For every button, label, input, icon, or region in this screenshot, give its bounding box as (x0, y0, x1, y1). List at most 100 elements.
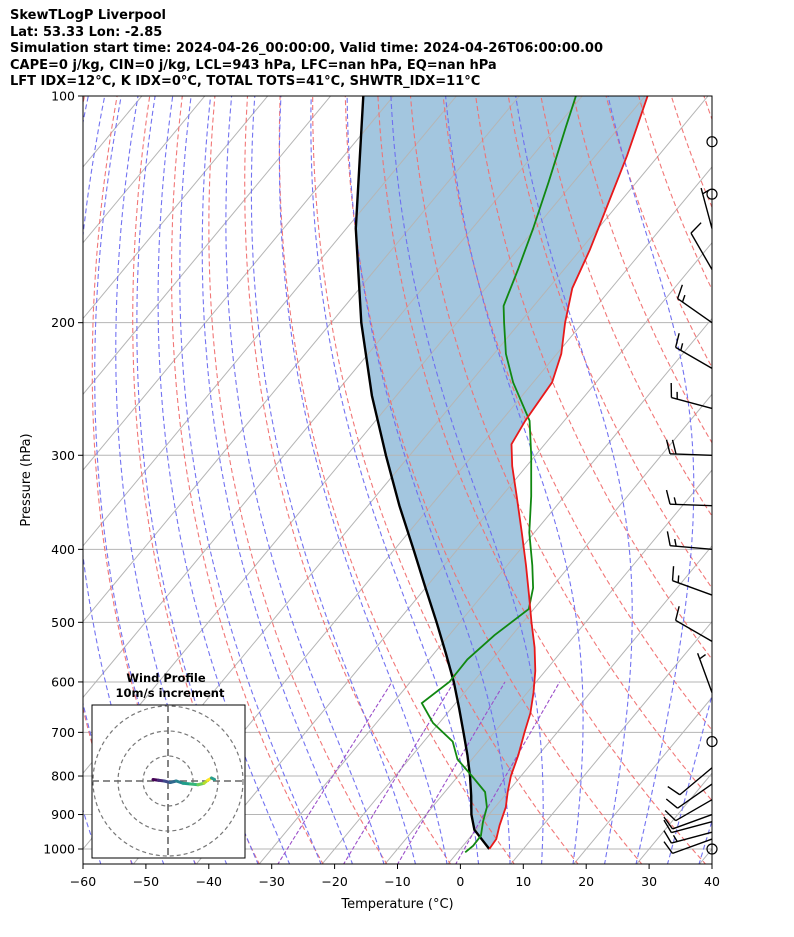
indices-line: LFT IDX=12°C, K IDX=0°C, TOTAL TOTS=41°C… (10, 74, 481, 89)
wind-barb-flag (665, 489, 671, 505)
moist-adiabat-line (83, 808, 102, 864)
wind-barb-flag (667, 786, 681, 796)
wind-barb-shaft (675, 346, 713, 369)
isotherm-line (447, 545, 712, 864)
x-tick-label: −10 (384, 874, 410, 889)
moist-adiabat-line (201, 96, 354, 864)
dry-adiabat-line (572, 96, 712, 444)
moist-adiabat-line (310, 96, 480, 864)
wind-barb (676, 284, 713, 324)
isotherm-line (749, 62, 794, 881)
dry-adiabat-line (278, 96, 515, 864)
isotherm-line (83, 96, 520, 623)
wind-barb (665, 439, 713, 456)
sounding-series (354, 96, 649, 853)
wind-barb-flag (666, 531, 671, 546)
wind-barb-flag (674, 606, 680, 621)
axes: −60 −50 −40 −30 −20 −10 0 10 20 30 40 100 200 300 400 5… (19, 89, 720, 913)
isotherm-line (83, 96, 395, 471)
dry-adiabat-line (244, 96, 452, 864)
mixing-ratio-line (277, 681, 393, 864)
wind-barb-flag (665, 798, 679, 809)
dry-adiabat-line (475, 96, 712, 661)
mixing-ratio-line (455, 681, 561, 864)
x-tick-label: 30 (641, 874, 657, 889)
dry-adiabat-line (171, 96, 324, 864)
wind-barb-shaft (671, 396, 713, 410)
wind-barb (663, 813, 713, 830)
dewpoint-line (420, 96, 577, 853)
wind-barb-shaft (672, 813, 713, 830)
temperature-line (488, 96, 649, 850)
mixing-ratio-lines (277, 681, 561, 864)
mixing-ratio-line (343, 681, 455, 864)
x-tick-label: 10 (515, 874, 531, 889)
y-tick-label: 1000 (43, 842, 75, 857)
moist-adiabat-line (346, 96, 511, 864)
isotherm-line (195, 241, 712, 864)
moist-adiabat-line (225, 96, 385, 864)
moist-adiabat-line (390, 96, 544, 864)
y-tick-label: 300 (51, 448, 75, 463)
wind-barb-half-flag (672, 834, 678, 842)
isotherm-line (83, 96, 583, 699)
wind-barb-shaft (690, 232, 713, 270)
wind-barb (670, 383, 713, 410)
wind-barb-flag (676, 284, 684, 299)
wind-barb (663, 838, 713, 855)
wind-barb (664, 799, 713, 822)
dry-adiabat-line (409, 96, 712, 802)
wind-barb-half-flag (699, 654, 706, 660)
wind-barb (663, 819, 713, 834)
chart-title: SkewTLogP Liverpool (10, 8, 166, 23)
wind-barb-shaft (672, 838, 713, 855)
wind-barb-flag (663, 841, 674, 854)
y-tick-label: 400 (51, 542, 75, 557)
isotherm-line (384, 469, 712, 864)
wind-barb (666, 531, 713, 551)
x-axis-label: Temperature (°C) (340, 897, 453, 912)
cape-cin-shading (355, 96, 648, 849)
wind-barb-shaft (675, 619, 713, 642)
isotherm-line (83, 96, 332, 396)
wind-barb-flag (665, 439, 671, 454)
x-tick-label: −60 (70, 874, 96, 889)
x-tick-label: −50 (133, 874, 159, 889)
dry-adiabat-line (507, 96, 712, 590)
x-tick-label: −20 (321, 874, 347, 889)
isotherm-line (573, 696, 712, 864)
wind-barb-half-flag (673, 497, 677, 505)
inset-rings (92, 705, 245, 858)
wind-barb-shaft (677, 783, 713, 809)
cin-shading (355, 96, 648, 849)
x-tick-label: 0 (456, 874, 464, 889)
x-tick-label: 40 (704, 874, 720, 889)
wind-barb-flag (674, 333, 680, 348)
wind-barb (690, 222, 713, 270)
wind-barb (674, 333, 713, 369)
wind-barb (696, 652, 713, 693)
hodograph-segment (210, 776, 216, 781)
calm-wind-circle (706, 136, 718, 148)
x-tick-label: 20 (578, 874, 594, 889)
moist-adiabat-line (666, 692, 712, 864)
wind-barb-shaft (671, 821, 713, 834)
wind-barb (667, 767, 713, 796)
isotherm-line (258, 317, 712, 864)
isotherm-line (83, 96, 206, 244)
isotherm-line (0, 62, 108, 881)
dry-adiabat-line (605, 96, 712, 369)
params-line: CAPE=0 j/kg, CIN=0 j/kg, LCL=943 hPa, LF… (10, 57, 497, 73)
wind-barb-flag (663, 819, 673, 833)
y-tick-label: 800 (51, 769, 75, 784)
wind-barb-shaft (700, 187, 713, 229)
dry-adiabat-line (703, 96, 712, 121)
wind-barb (665, 783, 713, 809)
y-tick-label: 600 (51, 674, 75, 689)
inset-title: Wind Profile (126, 671, 206, 685)
wind-barb-shaft (670, 544, 713, 551)
dry-adiabat-line (737, 96, 794, 865)
parcel-profile-line (354, 96, 491, 850)
